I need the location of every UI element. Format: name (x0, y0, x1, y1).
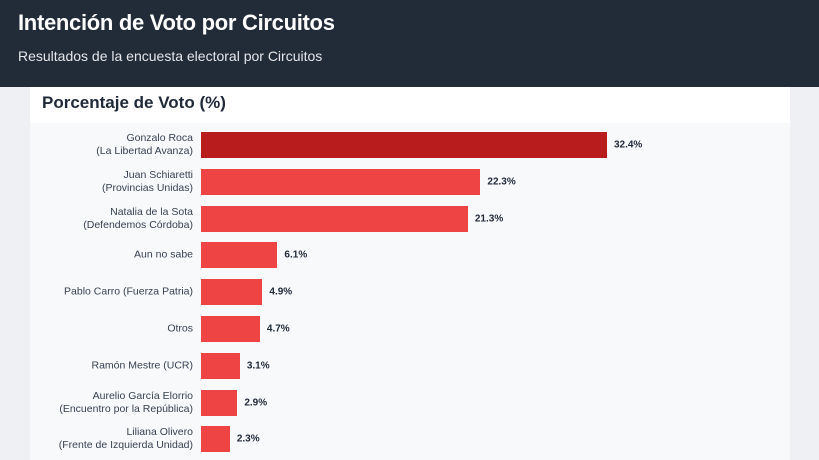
value-label: 6.1% (284, 249, 308, 261)
bar (201, 316, 260, 342)
value-label: 2.3% (236, 433, 260, 445)
category-label: Liliana Olivero (Frente de Izquierda Uni… (58, 426, 193, 452)
value-label: 4.7% (266, 323, 290, 335)
bar (201, 168, 481, 195)
category-label: Aurelio García Elorrio (Encuentro por la… (59, 389, 193, 415)
category-label: Juan Schiaretti (Provincias Unidas) (101, 168, 193, 194)
chart-title: Porcentaje de Voto (%) (42, 93, 226, 112)
category-label: Otros (167, 322, 193, 335)
bar (201, 205, 468, 232)
value-label: 32.4% (613, 139, 643, 151)
bar (201, 389, 238, 416)
value-label: 2.9% (244, 397, 268, 409)
category-label: Aun no sabe (134, 248, 193, 261)
bar (201, 426, 230, 453)
category-label: Natalia de la Sota (Defendemos Córdoba) (83, 205, 193, 231)
category-label: Pablo Carro (Fuerza Patria) (64, 285, 193, 298)
chart-card: Porcentaje de Voto (%) Gonzalo Roca (La … (30, 87, 790, 460)
value-label: 3.1% (246, 360, 270, 372)
bar (201, 352, 240, 379)
value-label: 22.3% (487, 176, 516, 188)
header: Intención de Voto por Circuitos Resultad… (0, 0, 819, 87)
plot-area: Gonzalo Roca (La Libertad Avanza) 32.4% Ju… (30, 123, 790, 460)
value-label: 21.3% (474, 213, 504, 225)
page-subtitle: Resultados de la encuesta electoral por … (18, 48, 323, 64)
value-label: 4.9% (269, 286, 293, 298)
category-label: Gonzalo Roca (La Libertad Avanza) (96, 132, 193, 157)
page-title: Intención de Voto por Circuitos (18, 10, 335, 35)
bar (201, 242, 278, 269)
category-label: Ramón Mestre (UCR) (91, 359, 193, 372)
bar (201, 279, 263, 306)
bar (201, 132, 607, 158)
